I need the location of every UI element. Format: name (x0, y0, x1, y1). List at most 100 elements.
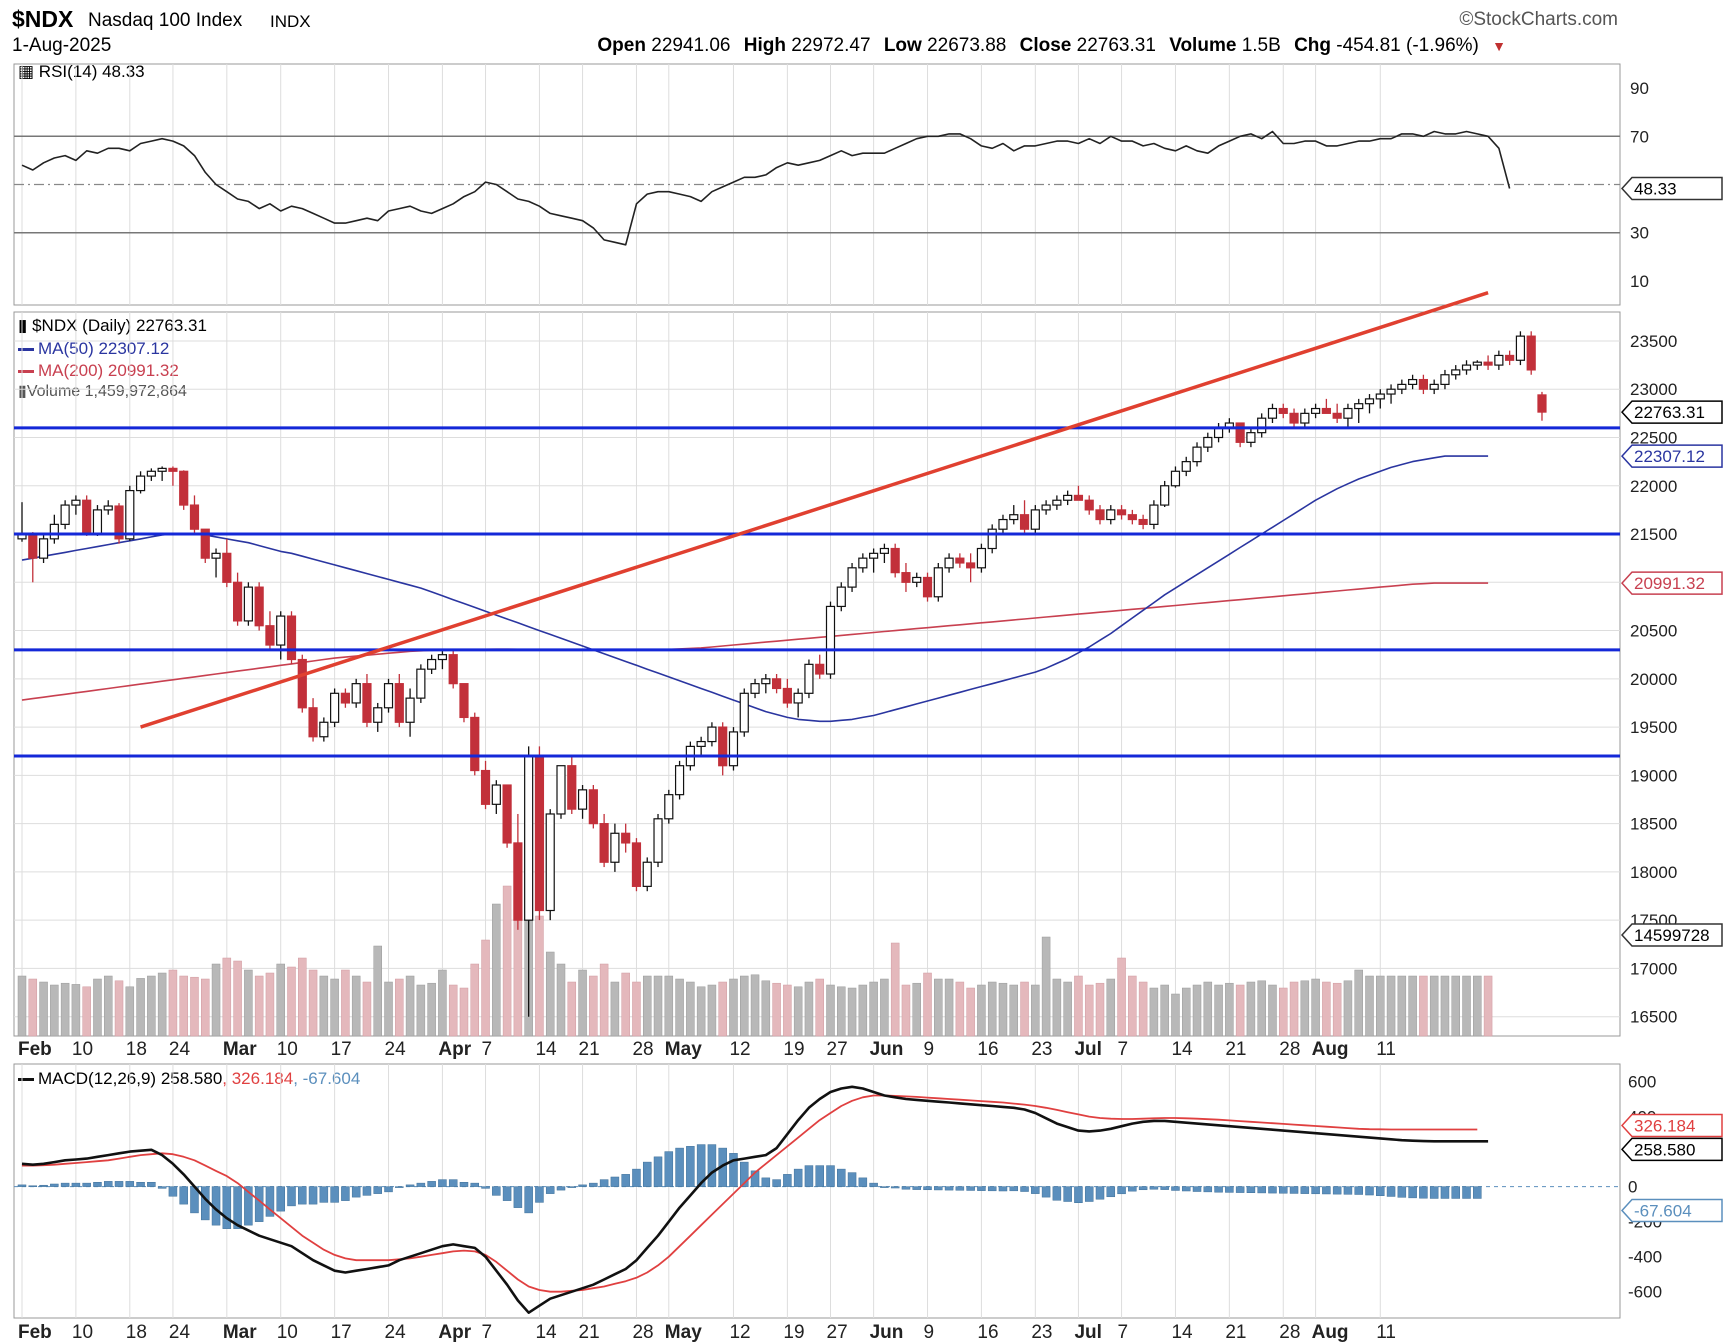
macd-histogram-bar (545, 1186, 555, 1194)
candle-body (1354, 403, 1364, 410)
macd-histogram-bar (222, 1186, 232, 1229)
macd-histogram-bar (1376, 1186, 1385, 1196)
price-y-tick-label: 22500 (1630, 428, 1677, 447)
candle-body (502, 784, 512, 844)
x-tick-label: 24 (169, 1039, 191, 1060)
down-arrow-icon: ▼ (1492, 38, 1506, 54)
macd-histogram-bar (1354, 1186, 1363, 1195)
candle-body (71, 499, 81, 506)
volume-bar (427, 982, 436, 1037)
volume-bar (1149, 987, 1159, 1037)
candle-body (1472, 361, 1482, 366)
macd-histogram-bar (1117, 1186, 1126, 1195)
macd-histogram-bar (707, 1144, 717, 1187)
x-tick-label: Jul (1074, 1322, 1101, 1343)
macd-histogram-bar (890, 1186, 900, 1189)
macd-histogram-bar (1106, 1186, 1116, 1198)
macd-histogram-bar (147, 1181, 156, 1187)
candle-body (1526, 335, 1536, 371)
x-tick-label: 27 (827, 1322, 848, 1343)
volume-bar (977, 984, 986, 1037)
macd-histogram-bar (977, 1186, 986, 1191)
macd-histogram-bar (1009, 1186, 1019, 1192)
candle-body (1181, 461, 1191, 472)
candle-body (1041, 504, 1051, 511)
volume-bar (1074, 975, 1083, 1037)
candle-body (567, 765, 577, 810)
candle-body (211, 552, 221, 559)
volume-bar (718, 981, 727, 1037)
brand-watermark[interactable]: ©StockCharts.com (1459, 9, 1618, 30)
price-y-tick-label: 21500 (1630, 525, 1677, 544)
volume-bar (254, 975, 264, 1037)
candle-body (1127, 514, 1137, 521)
volume-bar (750, 974, 760, 1037)
candle-body (728, 731, 739, 767)
candle-body (200, 528, 210, 559)
macd-histogram-bar (136, 1181, 145, 1187)
candle-body (771, 678, 782, 690)
x-tick-label: Aug (1312, 1039, 1349, 1060)
volume-bar (589, 975, 598, 1037)
volume-bar (28, 978, 38, 1037)
volume-bar (535, 915, 544, 1037)
x-tick-label: Feb (18, 1039, 52, 1060)
macd-histogram-bar (1181, 1186, 1191, 1192)
volume-bar (675, 978, 684, 1037)
x-tick-label: May (665, 1322, 702, 1343)
candle-body (761, 678, 771, 685)
x-tick-label: 14 (1171, 1322, 1193, 1343)
ma200-last-value-label: 20991.32 (1634, 574, 1705, 593)
volume-bar (362, 981, 372, 1037)
x-tick-label: 28 (1279, 1322, 1300, 1343)
candle-body (825, 605, 836, 675)
volume-bar (1041, 936, 1051, 1037)
macd-histogram-bar (1332, 1186, 1342, 1195)
macd-histogram-bar (761, 1177, 771, 1187)
candle-body (362, 683, 372, 723)
volume-bar (858, 984, 868, 1037)
volume-bar (211, 963, 221, 1037)
x-tick-label: 23 (1031, 1322, 1052, 1343)
candle-body (383, 683, 394, 709)
x-tick-label: 7 (1118, 1322, 1129, 1343)
volume-bar (147, 975, 156, 1037)
macd-signal-last-label-box (1620, 1113, 1723, 1138)
change-label: Chg (1294, 35, 1331, 56)
volume-bar (783, 984, 792, 1037)
ma200-line (21, 582, 1489, 701)
macd-histogram-bar (50, 1183, 59, 1187)
x-tick-label: 14 (1171, 1039, 1193, 1060)
macd-histogram-bar (869, 1182, 878, 1187)
rsi-y-tick-label: 70 (1630, 127, 1649, 146)
macd-histogram-bar (82, 1182, 91, 1187)
candle-body (955, 557, 965, 564)
volume-bar (492, 903, 501, 1037)
candle-body (1364, 398, 1375, 405)
volume-bar (955, 981, 965, 1037)
volume-bar (1322, 981, 1331, 1037)
rsi-panel (14, 130, 1620, 246)
candle-body (1505, 354, 1515, 361)
candle-body (653, 818, 663, 863)
macd-histogram-bar (405, 1184, 415, 1187)
volume-bar (621, 972, 630, 1037)
volume-bar (1095, 982, 1105, 1037)
volume-bar (599, 963, 609, 1037)
macd-histogram-bar (556, 1186, 566, 1191)
macd-histogram-bar (39, 1184, 48, 1187)
x-tick-label: 28 (632, 1039, 653, 1060)
macd-signal-legend: , 326.184 (222, 1069, 294, 1088)
volume-bar (1181, 987, 1191, 1037)
macd-histogram-bar (772, 1179, 781, 1187)
candle-body (233, 581, 243, 622)
candle-body (1192, 446, 1202, 463)
chart-date: 1-Aug-2025 (12, 35, 112, 56)
price-last-value-label-box (1620, 400, 1723, 424)
rsi-last-value-label-box (1620, 176, 1723, 201)
candle-body (621, 832, 631, 844)
macd-histogram-bar (513, 1186, 523, 1208)
volume-bar (1300, 980, 1310, 1037)
candle-body (718, 726, 728, 767)
